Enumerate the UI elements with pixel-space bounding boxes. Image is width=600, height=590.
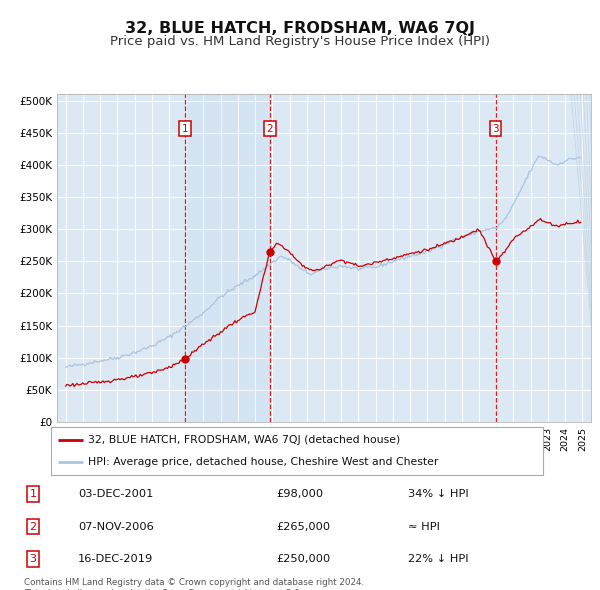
Text: HPI: Average price, detached house, Cheshire West and Chester: HPI: Average price, detached house, Ches… — [88, 457, 438, 467]
Text: 32, BLUE HATCH, FRODSHAM, WA6 7QJ: 32, BLUE HATCH, FRODSHAM, WA6 7QJ — [125, 21, 475, 35]
Text: £98,000: £98,000 — [276, 489, 323, 499]
Text: Price paid vs. HM Land Registry's House Price Index (HPI): Price paid vs. HM Land Registry's House … — [110, 35, 490, 48]
Text: 2: 2 — [266, 124, 273, 134]
Text: 1: 1 — [182, 124, 188, 134]
Text: 07-NOV-2006: 07-NOV-2006 — [78, 522, 154, 532]
Text: 2: 2 — [29, 522, 37, 532]
Text: 1: 1 — [29, 489, 37, 499]
Text: ≈ HPI: ≈ HPI — [408, 522, 440, 532]
Text: 32, BLUE HATCH, FRODSHAM, WA6 7QJ (detached house): 32, BLUE HATCH, FRODSHAM, WA6 7QJ (detac… — [88, 435, 400, 445]
Text: 22% ↓ HPI: 22% ↓ HPI — [408, 554, 469, 564]
Text: 3: 3 — [492, 124, 499, 134]
Text: 16-DEC-2019: 16-DEC-2019 — [78, 554, 153, 564]
Text: 34% ↓ HPI: 34% ↓ HPI — [408, 489, 469, 499]
Text: 3: 3 — [29, 554, 37, 564]
Text: £250,000: £250,000 — [276, 554, 330, 564]
Text: Contains HM Land Registry data © Crown copyright and database right 2024.
This d: Contains HM Land Registry data © Crown c… — [24, 578, 364, 590]
Bar — [185, 94, 270, 422]
Text: 03-DEC-2001: 03-DEC-2001 — [78, 489, 154, 499]
Text: £265,000: £265,000 — [276, 522, 330, 532]
